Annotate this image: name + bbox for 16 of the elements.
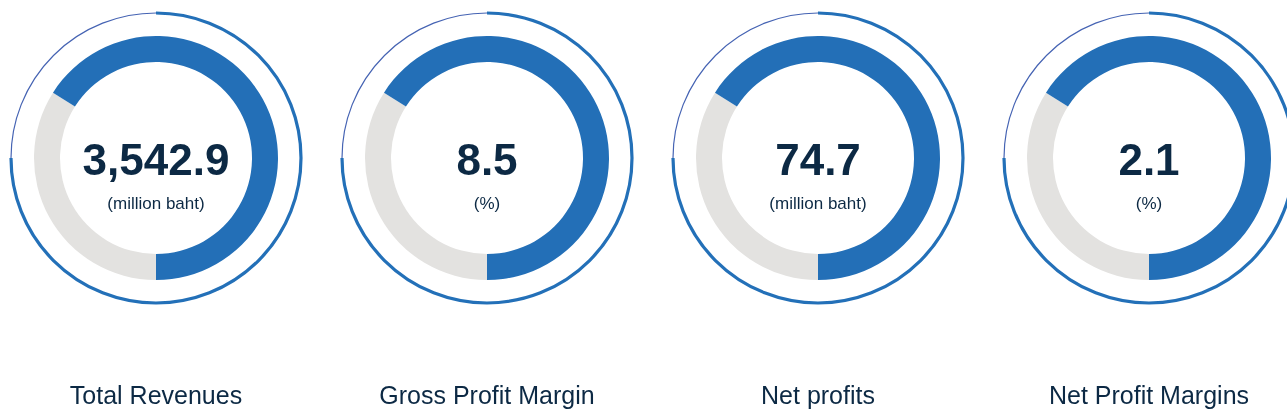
text: (million baht) (107, 194, 205, 213)
text: (%) (473, 194, 501, 213)
donut-slice (714, 36, 940, 280)
text: 3,542.9 (82, 135, 230, 184)
text: 8.5 (456, 135, 518, 184)
text: Gross Profit Margin (379, 381, 595, 409)
text: Net profits (761, 381, 875, 409)
donut-slice (52, 36, 278, 280)
donut-slice (1045, 36, 1271, 280)
text: 2.1 (1118, 135, 1180, 184)
text: 74.7 (775, 135, 861, 184)
text: (%) (1135, 194, 1163, 213)
text: Total Revenues (69, 381, 243, 409)
text: (million baht) (769, 194, 867, 213)
text: Net Profit Margins (1048, 381, 1250, 409)
donut-slice (383, 36, 609, 280)
